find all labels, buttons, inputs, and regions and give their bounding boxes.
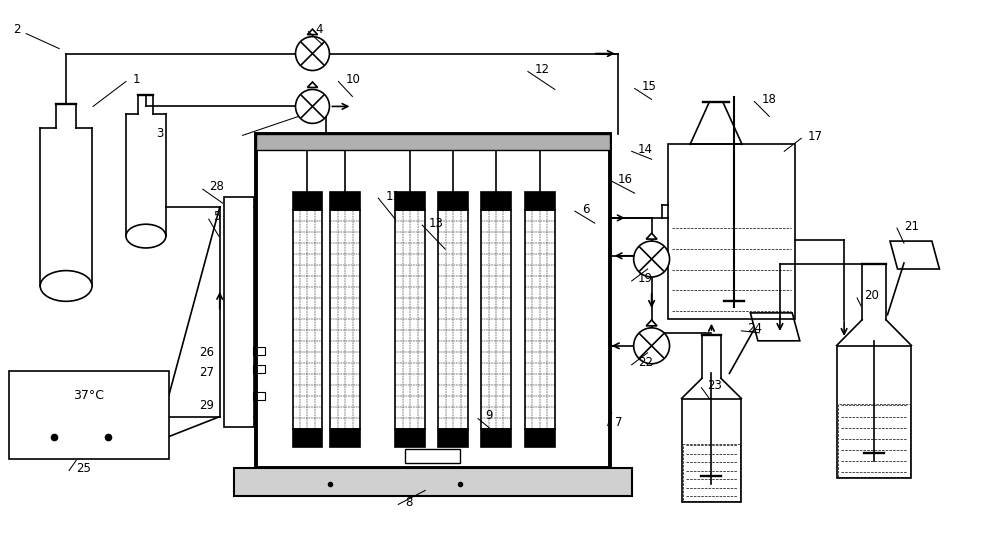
Bar — [395, 210, 425, 429]
Bar — [330, 192, 360, 210]
Text: 22: 22 — [638, 357, 653, 370]
Bar — [438, 210, 468, 429]
Bar — [293, 429, 322, 446]
Polygon shape — [307, 82, 318, 88]
Bar — [395, 192, 425, 210]
Polygon shape — [307, 29, 318, 35]
Text: 28: 28 — [209, 180, 224, 193]
Polygon shape — [646, 320, 657, 326]
Circle shape — [296, 37, 329, 70]
Text: 5: 5 — [213, 210, 220, 223]
Text: 27: 27 — [199, 366, 214, 379]
Text: 2: 2 — [13, 23, 21, 36]
Bar — [234, 469, 632, 497]
Text: 15: 15 — [642, 80, 657, 93]
Text: 4: 4 — [315, 23, 323, 36]
Bar — [525, 192, 555, 210]
Bar — [9, 371, 169, 459]
Text: 21: 21 — [904, 220, 919, 233]
Text: 24: 24 — [747, 322, 762, 335]
Text: 17: 17 — [807, 130, 822, 143]
Bar — [668, 144, 795, 319]
Text: 3: 3 — [156, 127, 163, 140]
Ellipse shape — [40, 270, 92, 301]
Text: 10: 10 — [345, 73, 360, 86]
Bar — [438, 429, 468, 446]
Bar — [224, 197, 254, 427]
Text: 37°C: 37°C — [74, 389, 105, 402]
Bar — [525, 429, 555, 446]
Polygon shape — [646, 233, 657, 239]
Bar — [293, 192, 322, 210]
Bar — [330, 210, 360, 429]
Text: 8: 8 — [405, 496, 413, 509]
Bar — [838, 404, 910, 478]
Text: 29: 29 — [199, 399, 214, 412]
Bar — [837, 346, 911, 478]
Text: 18: 18 — [761, 93, 776, 106]
Text: 20: 20 — [864, 289, 879, 302]
Bar — [395, 429, 425, 446]
Bar — [330, 429, 360, 446]
Text: 11: 11 — [385, 190, 400, 203]
Text: 9: 9 — [485, 409, 493, 422]
Bar — [438, 192, 468, 210]
Bar — [256, 134, 610, 150]
Bar — [256, 134, 610, 469]
Text: 12: 12 — [535, 63, 550, 76]
Circle shape — [296, 89, 329, 123]
Bar — [253, 392, 265, 400]
Text: 6: 6 — [582, 203, 589, 216]
Text: 14: 14 — [638, 143, 653, 156]
Ellipse shape — [126, 224, 166, 248]
Bar — [253, 365, 265, 373]
Circle shape — [634, 328, 670, 364]
Bar — [293, 210, 322, 429]
Text: 25: 25 — [76, 462, 91, 475]
Bar — [525, 210, 555, 429]
Bar — [481, 429, 511, 446]
Circle shape — [634, 241, 670, 277]
Bar — [481, 192, 511, 210]
Text: 23: 23 — [707, 379, 722, 392]
Text: 26: 26 — [199, 346, 214, 359]
Text: 16: 16 — [618, 173, 633, 186]
Bar — [481, 210, 511, 429]
Bar — [682, 399, 741, 503]
Bar — [253, 347, 265, 355]
Text: 13: 13 — [428, 216, 443, 229]
Text: 19: 19 — [638, 273, 653, 286]
Bar — [683, 444, 740, 502]
Text: 1: 1 — [133, 73, 140, 86]
Bar — [405, 448, 460, 463]
Text: 7: 7 — [615, 416, 622, 429]
